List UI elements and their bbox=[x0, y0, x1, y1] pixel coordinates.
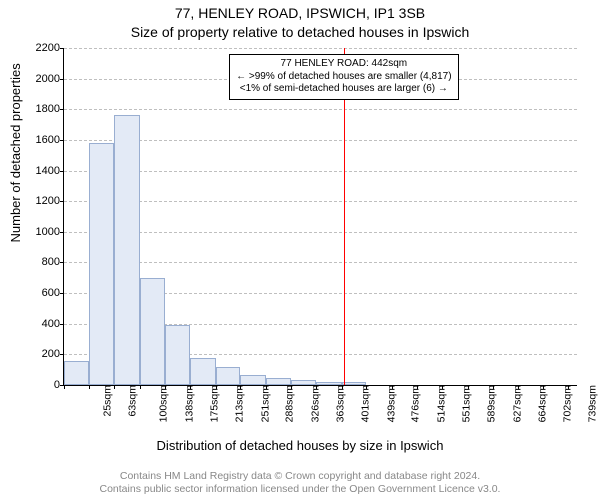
gridline bbox=[64, 232, 577, 233]
x-tick-label: 100sqm bbox=[156, 385, 170, 422]
y-axis-label: Number of detached properties bbox=[8, 63, 23, 242]
x-tick-mark bbox=[165, 385, 166, 389]
y-tick-label: 1400 bbox=[36, 165, 64, 177]
histogram-bar bbox=[266, 378, 291, 385]
histogram-bar bbox=[216, 367, 241, 385]
footer-line-2: Contains public sector information licen… bbox=[0, 483, 600, 496]
x-tick-mark bbox=[291, 385, 292, 389]
x-tick-mark bbox=[89, 385, 90, 389]
y-tick-label: 1200 bbox=[36, 195, 64, 207]
x-tick-label: 175sqm bbox=[206, 385, 220, 422]
y-tick-label: 400 bbox=[42, 318, 64, 330]
x-tick-mark bbox=[316, 385, 317, 389]
x-tick-mark bbox=[442, 385, 443, 389]
x-tick-mark bbox=[140, 385, 141, 389]
x-tick-label: 326sqm bbox=[307, 385, 321, 422]
gridline bbox=[64, 48, 577, 49]
histogram-bar bbox=[114, 115, 139, 385]
x-tick-label: 739sqm bbox=[584, 385, 598, 422]
x-tick-mark bbox=[114, 385, 115, 389]
x-tick-label: 63sqm bbox=[125, 385, 139, 417]
x-tick-mark bbox=[392, 385, 393, 389]
x-tick-mark bbox=[468, 385, 469, 389]
histogram-bar bbox=[165, 325, 190, 385]
x-tick-mark bbox=[190, 385, 191, 389]
gridline bbox=[64, 109, 577, 110]
x-tick-mark bbox=[417, 385, 418, 389]
x-tick-mark bbox=[568, 385, 569, 389]
gridline bbox=[64, 171, 577, 172]
marker-annotation: 77 HENLEY ROAD: 442sqm ← >99% of detache… bbox=[229, 54, 458, 100]
x-tick-label: 288sqm bbox=[282, 385, 296, 422]
histogram-bar bbox=[89, 143, 114, 385]
x-tick-label: 363sqm bbox=[332, 385, 346, 422]
annotation-line-3: <1% of semi-detached houses are larger (… bbox=[236, 83, 451, 96]
x-tick-label: 401sqm bbox=[358, 385, 372, 422]
gridline bbox=[64, 201, 577, 202]
footer-attribution: Contains HM Land Registry data © Crown c… bbox=[0, 470, 600, 496]
page-title-sub: Size of property relative to detached ho… bbox=[0, 24, 600, 40]
annotation-line-1: 77 HENLEY ROAD: 442sqm bbox=[236, 58, 451, 71]
y-tick-label: 200 bbox=[42, 348, 64, 360]
x-tick-label: 551sqm bbox=[458, 385, 472, 422]
y-tick-label: 800 bbox=[42, 256, 64, 268]
y-tick-label: 1000 bbox=[36, 226, 64, 238]
x-tick-label: 25sqm bbox=[100, 385, 114, 417]
y-tick-label: 0 bbox=[54, 379, 64, 391]
histogram-bar bbox=[64, 361, 89, 386]
x-tick-mark bbox=[240, 385, 241, 389]
x-tick-label: 213sqm bbox=[231, 385, 245, 422]
y-tick-label: 1800 bbox=[36, 103, 64, 115]
y-tick-label: 600 bbox=[42, 287, 64, 299]
x-tick-label: 514sqm bbox=[433, 385, 447, 422]
histogram-bar bbox=[190, 358, 215, 385]
histogram-bar bbox=[240, 375, 265, 385]
x-tick-label: 589sqm bbox=[484, 385, 498, 422]
x-tick-label: 627sqm bbox=[509, 385, 523, 422]
x-tick-label: 702sqm bbox=[559, 385, 573, 422]
gridline bbox=[64, 262, 577, 263]
y-tick-label: 2000 bbox=[36, 73, 64, 85]
page-title-address: 77, HENLEY ROAD, IPSWICH, IP1 3SB bbox=[0, 5, 600, 21]
x-tick-label: 251sqm bbox=[257, 385, 271, 422]
x-tick-mark bbox=[543, 385, 544, 389]
x-tick-label: 439sqm bbox=[383, 385, 397, 422]
x-tick-mark bbox=[64, 385, 65, 389]
gridline bbox=[64, 140, 577, 141]
y-tick-label: 2200 bbox=[36, 42, 64, 54]
x-tick-mark bbox=[518, 385, 519, 389]
x-axis-label: Distribution of detached houses by size … bbox=[0, 438, 600, 453]
x-tick-label: 664sqm bbox=[534, 385, 548, 422]
x-tick-mark bbox=[266, 385, 267, 389]
annotation-line-2: ← >99% of detached houses are smaller (4… bbox=[236, 71, 451, 84]
footer-line-1: Contains HM Land Registry data © Crown c… bbox=[0, 470, 600, 483]
x-tick-mark bbox=[342, 385, 343, 389]
histogram-plot: 0200400600800100012001400160018002000220… bbox=[63, 48, 577, 386]
x-tick-mark bbox=[493, 385, 494, 389]
x-tick-mark bbox=[366, 385, 367, 389]
x-tick-label: 138sqm bbox=[181, 385, 195, 422]
x-tick-mark bbox=[216, 385, 217, 389]
histogram-bar bbox=[140, 278, 165, 385]
y-tick-label: 1600 bbox=[36, 134, 64, 146]
x-tick-label: 476sqm bbox=[408, 385, 422, 422]
